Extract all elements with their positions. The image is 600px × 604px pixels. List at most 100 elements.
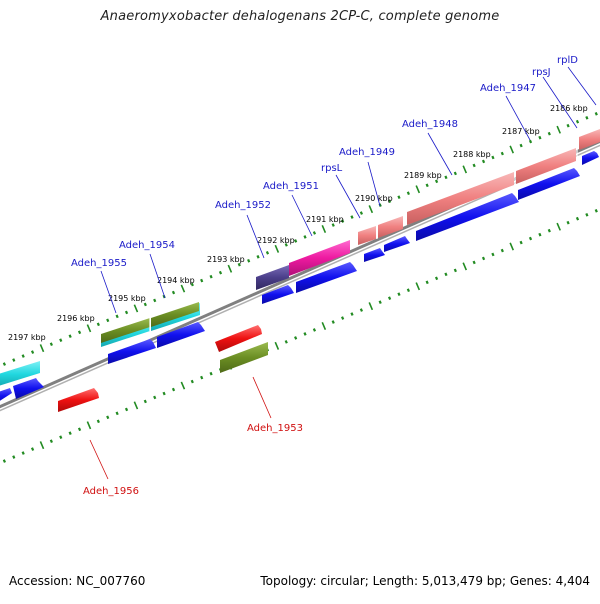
ruler-minor-tick (528, 139, 533, 144)
ruler-minor-tick (406, 191, 410, 196)
ruler-minor-tick (124, 407, 129, 412)
tick-label: 2196 kbp (57, 314, 95, 323)
tick-label: 2186 kbp (550, 104, 588, 113)
ruler-minor-tick (481, 159, 486, 164)
ruler-minor-tick (519, 240, 523, 245)
ruler-minor-tick (143, 399, 147, 404)
ruler-minor-tick (425, 280, 429, 285)
ruler-major-tick (462, 262, 468, 271)
feature-blocks-outer (0, 129, 600, 386)
ruler-major-tick (368, 302, 374, 311)
gene-label: rpsL (321, 163, 343, 174)
ruler-minor-tick (68, 431, 72, 436)
cds-arrow (262, 285, 294, 304)
ruler-minor-tick (265, 251, 270, 255)
ruler-major-tick (39, 344, 45, 353)
cds-arrow (416, 193, 519, 241)
ruler-minor-tick (162, 391, 166, 396)
gene-label: Adeh_1952 (215, 200, 271, 211)
feature-block-salmon (378, 216, 403, 238)
ruler-minor-tick (566, 123, 570, 128)
tick-label: 2187 kbp (502, 127, 540, 136)
ruler-minor-tick (115, 411, 119, 416)
ruler-minor-tick (378, 300, 382, 304)
ruler-minor-tick (341, 219, 345, 223)
ruler-major-tick (133, 304, 139, 313)
ruler-minor-tick (106, 318, 110, 323)
ruler-minor-tick (218, 270, 223, 275)
feature-block-olive (151, 302, 199, 327)
ruler-major-tick (86, 324, 92, 333)
ruler-minor-tick (500, 248, 504, 253)
tick-labels: 2197 kbp 2196 kbp 2195 kbp 2194 kbp 2193… (8, 104, 588, 342)
ruler-major-tick (556, 125, 561, 134)
ruler-minor-tick (30, 350, 35, 354)
ruler-minor-tick (12, 358, 16, 362)
ruler-minor-tick (387, 296, 392, 300)
ruler-minor-tick (566, 220, 570, 225)
accession-text: Accession: NC_007760 (9, 574, 146, 588)
cds-arrow (296, 262, 357, 293)
tick-label: 2192 kbp (257, 236, 295, 245)
ruler-minor-tick (538, 135, 542, 140)
ruler-minor-tick (453, 171, 457, 176)
ruler-minor-tick (303, 235, 307, 239)
ruler-major-tick (368, 205, 374, 214)
ruler-minor-tick (59, 338, 63, 343)
ruler-minor-tick (59, 435, 63, 440)
ruler-major-tick (509, 145, 515, 154)
feature-block-salmon (407, 172, 514, 225)
ruler-major-tick (462, 165, 468, 174)
ruler-minor-tick (124, 310, 129, 315)
ruler-minor-tick (481, 256, 486, 261)
ruler-minor-tick (2, 459, 6, 463)
ruler-minor-tick (434, 276, 439, 281)
ruler-minor-tick (171, 387, 176, 392)
tick-label: 2197 kbp (8, 333, 46, 342)
gene-label: rpsJ (532, 67, 551, 78)
cds-arrow (384, 236, 410, 252)
ruler-major-tick (180, 381, 186, 390)
tick-label: 2191 kbp (306, 215, 344, 224)
ruler-minor-tick (190, 379, 194, 384)
ruler-minor-tick (331, 320, 335, 324)
ruler-minor-tick (312, 231, 317, 235)
ruler-major-tick (274, 341, 280, 350)
ruler-minor-tick (303, 332, 307, 336)
ruler-minor-tick (12, 455, 16, 459)
ruler-minor-tick (153, 298, 157, 303)
gene-label: rplD (557, 55, 578, 66)
ruler-minor-tick (341, 316, 345, 320)
gene-label: Adeh_1948 (402, 119, 458, 130)
ruler-minor-tick (491, 155, 495, 160)
ruler-minor-tick (594, 208, 598, 213)
gene-labels: Adeh_1955 Adeh_1954 Adeh_1952 Adeh_1951 … (71, 55, 578, 497)
ruler-minor-tick (106, 415, 110, 420)
ruler-minor-tick (359, 211, 363, 215)
genome-stats-text: Topology: circular; Length: 5,013,479 bp… (260, 574, 590, 588)
ruler-minor-tick (77, 330, 82, 335)
ruler-minor-tick (397, 195, 401, 200)
ruler-minor-tick (425, 183, 429, 188)
ruler-major-tick (415, 282, 421, 291)
ruler-minor-tick (21, 354, 25, 358)
ruler-minor-tick (350, 312, 354, 316)
cds-arrow (364, 248, 385, 262)
ruler-minor-tick (96, 322, 100, 327)
ruler-minor-tick (575, 119, 580, 124)
ruler-minor-tick (49, 439, 53, 443)
ruler-minor-tick (153, 395, 157, 400)
label-leaders (89, 66, 597, 480)
tick-label: 2194 kbp (157, 276, 195, 285)
ruler-minor-tick (547, 131, 551, 136)
ruler-minor-tick (585, 212, 589, 217)
ruler-minor-tick (96, 419, 100, 424)
ruler-minor-tick (284, 340, 288, 344)
tick-label: 2188 kbp (453, 150, 491, 159)
ruler-minor-tick (397, 292, 401, 297)
ruler-minor-tick (209, 371, 213, 376)
feature-block-olive (101, 318, 150, 343)
ruler-minor-tick (30, 447, 35, 451)
